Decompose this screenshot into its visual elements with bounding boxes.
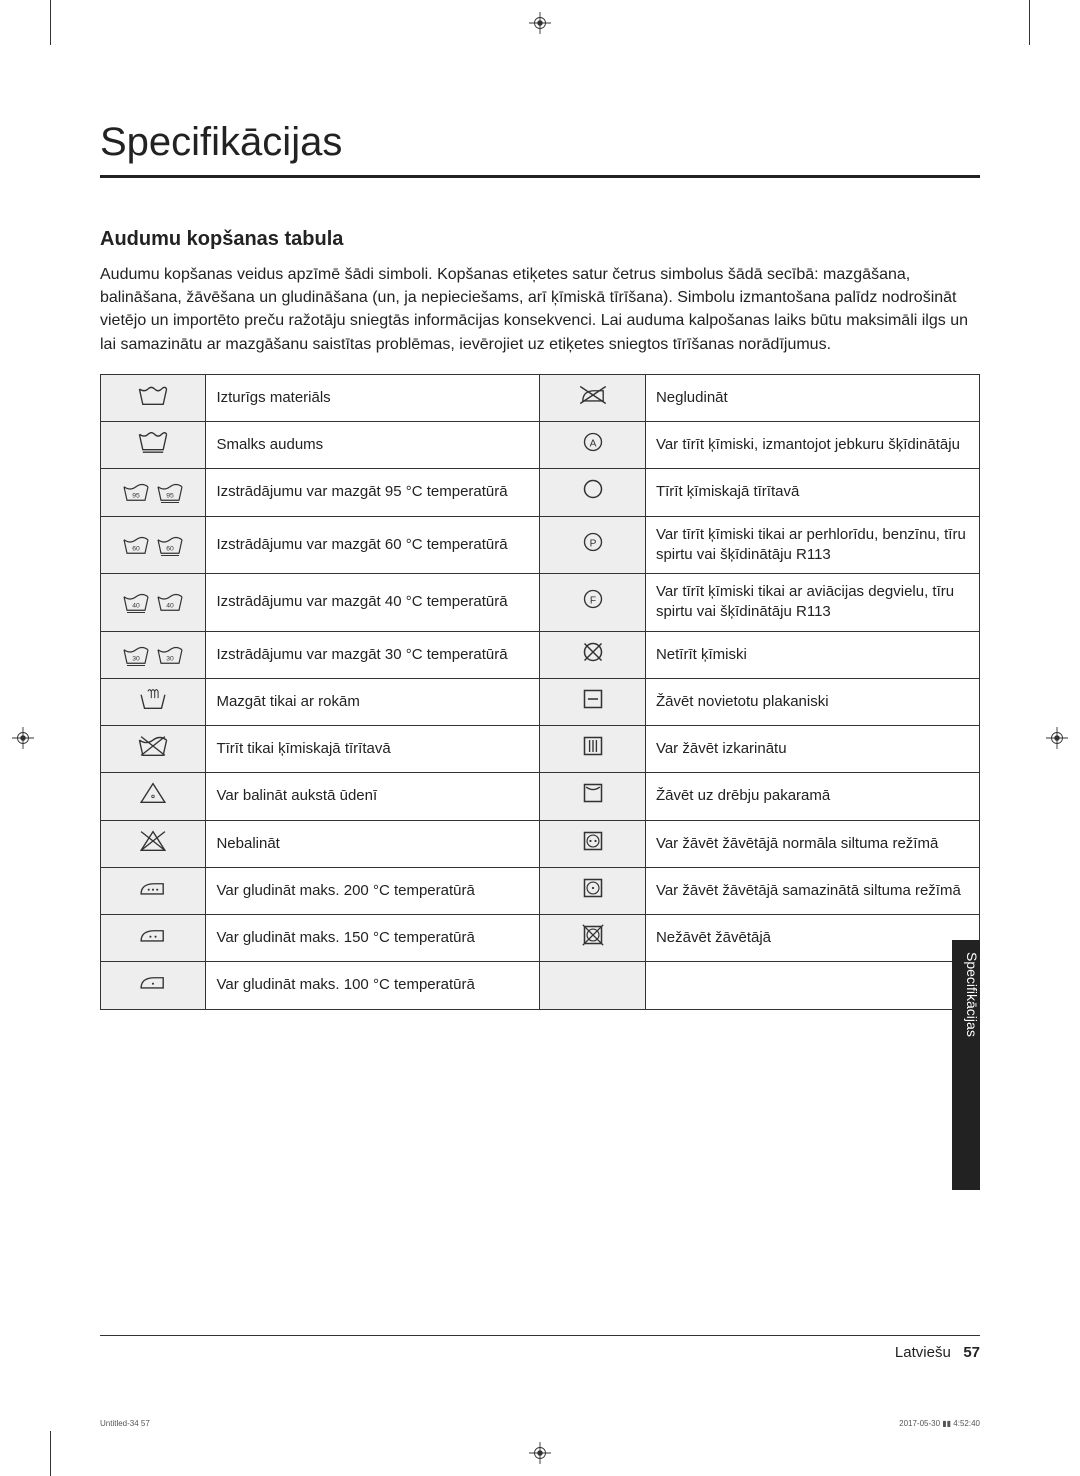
wash-60-icon: 60 60 [101,516,206,574]
svg-text:F: F [590,595,596,606]
do-not-bleach-icon [101,820,206,867]
table-cell: Smalks audums [206,422,540,469]
micro-footer-left: Untitled-34 57 [100,1419,150,1428]
table-cell: Var gludināt maks. 200 °C temperatūrā [206,867,540,914]
dryclean-any-icon: A [540,422,645,469]
svg-text:40: 40 [132,603,140,610]
iron-200-icon [101,867,206,914]
registration-mark-icon [529,1442,551,1464]
section-subtitle: Audumu kopšanas tabula [100,228,980,251]
dryclean-f-icon: F [540,574,645,632]
table-cell: Var žāvēt žāvētājā normāla siltuma režīm… [645,820,979,867]
table-cell: Izstrādājumu var mazgāt 60 °C temperatūr… [206,516,540,574]
table-cell: Tīrīt ķīmiskajā tīrītavā [645,469,979,516]
page-footer: Latviešu 57 [100,1335,980,1361]
table-cell: Var žāvēt izkarinātu [645,726,979,773]
crop-mark [50,0,51,45]
svg-text:95: 95 [132,493,140,500]
table-row: Var gludināt maks. 100 °C temperatūrā [101,962,980,1009]
table-cell: Tīrīt tikai ķīmiskajā tīrītavā [206,726,540,773]
dryclean-p-icon: P [540,516,645,574]
svg-text:P: P [589,538,596,549]
crop-mark [50,1431,51,1476]
table-cell: Mazgāt tikai ar rokām [206,678,540,725]
table-cell: Var gludināt maks. 150 °C temperatūrā [206,915,540,962]
svg-text:40: 40 [166,603,174,610]
table-row: Var balināt aukstā ūdenī Žāvēt uz drēbju… [101,773,980,820]
svg-text:95: 95 [166,493,174,500]
micro-footer-right: 2017-05-30 ▮▮ 4:52:40 [899,1419,980,1428]
line-dry-icon [540,773,645,820]
do-not-tumble-dry-icon [540,915,645,962]
table-cell: Var balināt aukstā ūdenī [206,773,540,820]
table-cell: Var tīrīt ķīmiski tikai ar perhlorīdu, b… [645,516,979,574]
tumble-dry-normal-icon [540,820,645,867]
wash-delicate-icon [101,422,206,469]
table-cell: Žāvēt uz drēbju pakaramā [645,773,979,820]
wash-95-icon: 95 95 [101,469,206,516]
table-cell [645,962,979,1009]
table-cell: Izstrādājumu var mazgāt 30 °C temperatūr… [206,631,540,678]
table-cell: Var žāvēt žāvētājā samazinātā siltuma re… [645,867,979,914]
table-cell: Var gludināt maks. 100 °C temperatūrā [206,962,540,1009]
wash-durable-icon [101,374,206,421]
table-cell: Izstrādājumu var mazgāt 40 °C temperatūr… [206,574,540,632]
table-cell: Nežāvēt žāvētājā [645,915,979,962]
table-row: Nebalināt Var žāvēt žāvētājā normāla sil… [101,820,980,867]
crop-mark [1029,0,1030,45]
side-tab: Specifikācijas [952,940,980,1190]
bleach-ok-icon [101,773,206,820]
table-row: Var gludināt maks. 150 °C temperatūrā Ne… [101,915,980,962]
table-row: 40 40 Izstrādājumu var mazgāt 40 °C temp… [101,574,980,632]
empty-cell [540,962,645,1009]
drip-dry-icon [540,726,645,773]
svg-text:30: 30 [132,655,140,662]
wash-40-icon: 40 40 [101,574,206,632]
table-row: Izturīgs materiāls Negludināt [101,374,980,421]
iron-100-icon [101,962,206,1009]
svg-text:60: 60 [132,545,140,552]
registration-mark-icon [1046,727,1068,749]
registration-mark-icon [12,727,34,749]
table-row: 95 95 Izstrādājumu var mazgāt 95 °C temp… [101,469,980,516]
iron-150-icon [101,915,206,962]
dryclean-only-icon [101,726,206,773]
footer-lang: Latviešu [895,1344,951,1361]
footer-page-number: 57 [963,1344,980,1361]
registration-mark-icon [529,12,551,34]
intro-paragraph: Audumu kopšanas veidus apzīmē šādi simbo… [100,263,980,356]
dryclean-icon [540,469,645,516]
table-cell: Netīrīt ķīmiski [645,631,979,678]
do-not-dryclean-icon [540,631,645,678]
table-cell: Izturīgs materiāls [206,374,540,421]
svg-text:30: 30 [166,655,174,662]
tumble-dry-low-icon [540,867,645,914]
table-cell: Žāvēt novietotu plakaniski [645,678,979,725]
table-row: 60 60 Izstrādājumu var mazgāt 60 °C temp… [101,516,980,574]
table-row: 30 30 Izstrādājumu var mazgāt 30 °C temp… [101,631,980,678]
table-cell: Izstrādājumu var mazgāt 95 °C temperatūr… [206,469,540,516]
table-cell: Negludināt [645,374,979,421]
svg-text:60: 60 [166,545,174,552]
table-cell: Nebalināt [206,820,540,867]
svg-text:A: A [589,438,596,449]
wash-30-icon: 30 30 [101,631,206,678]
table-row: Var gludināt maks. 200 °C temperatūrā Va… [101,867,980,914]
table-row: Mazgāt tikai ar rokām Žāvēt novietotu pl… [101,678,980,725]
table-row: Smalks audums A Var tīrīt ķīmiski, izman… [101,422,980,469]
page-title: Specifikācijas [100,120,980,178]
fabric-care-table: Izturīgs materiāls Negludināt Smalks aud… [100,374,980,1010]
table-row: Tīrīt tikai ķīmiskajā tīrītavā Var žāvēt… [101,726,980,773]
dry-flat-icon [540,678,645,725]
hand-wash-icon [101,678,206,725]
do-not-iron-icon [540,374,645,421]
table-cell: Var tīrīt ķīmiski tikai ar aviācijas deg… [645,574,979,632]
table-cell: Var tīrīt ķīmiski, izmantojot jebkuru šķ… [645,422,979,469]
